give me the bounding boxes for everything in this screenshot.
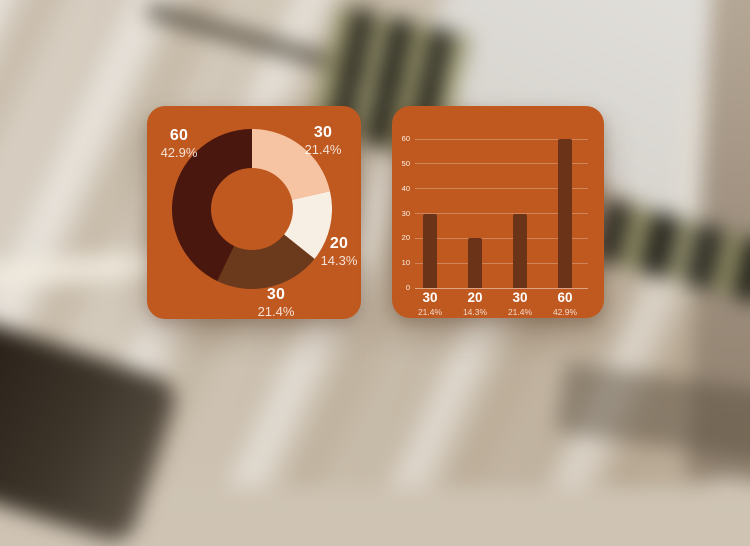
bar-x-label: 20 14.3% [453, 290, 497, 317]
donut-label-value: 30 [313, 124, 333, 141]
donut-chart-card: 60 42.9% 30 21.4% 20 14.3% 30 21.4% [147, 106, 361, 319]
bar-x-label: 30 21.4% [498, 290, 542, 317]
bar-y-tick-label: 0 [405, 283, 410, 292]
bar-gridline [415, 188, 588, 190]
bar-3 [558, 139, 572, 288]
bar-gridline [415, 163, 588, 165]
bar-y-tick-label: 30 [401, 208, 410, 218]
donut-slice-0 [252, 129, 330, 200]
bar-0 [423, 213, 437, 288]
bar-y-tick-label: 10 [401, 258, 410, 268]
donut-label-bottom: 30 21.4% [246, 286, 306, 319]
bar-1 [468, 238, 482, 288]
donut-chart [172, 129, 332, 289]
bar-axis-baseline [415, 287, 588, 289]
donut-label-value: 30 [266, 286, 286, 303]
donut-label-percent: 42.9% [160, 144, 198, 160]
bar-y-axis-labels: 0 10 20 30 40 50 60 [392, 135, 411, 291]
bar-x-label-value: 30 [512, 290, 528, 305]
bar-x-label-value: 30 [422, 290, 438, 305]
bar-chart-card: 0 10 20 30 40 50 60 30 21.4% 20 14.3% 30 21.4% 60 42.… [392, 106, 604, 318]
bar-y-tick-label: 60 [401, 134, 410, 143]
donut-label-percent: 21.4% [304, 141, 342, 157]
bar-gridline [415, 213, 588, 214]
bar-x-label-percent: 21.4% [417, 306, 443, 317]
donut-slice-2 [217, 234, 315, 289]
bar-y-tick-label: 20 [401, 233, 410, 243]
bar-x-axis-labels: 30 21.4% 20 14.3% 30 21.4% 60 42.9% [415, 290, 588, 318]
donut-label-value: 20 [329, 235, 349, 252]
donut-label-percent: 21.4% [257, 303, 295, 319]
bar-gridline [415, 237, 588, 239]
donut-slice-1 [284, 191, 332, 259]
bar-x-label-percent: 14.3% [462, 306, 488, 317]
donut-label-percent: 14.3% [320, 252, 358, 268]
bar-x-label-value: 20 [467, 290, 483, 305]
bar-2 [513, 213, 527, 288]
bar-plot-area [415, 138, 588, 289]
bar-gridline [415, 138, 588, 140]
bar-x-label-percent: 21.4% [507, 306, 533, 317]
bar-x-label: 30 21.4% [408, 290, 452, 317]
donut-label-top-right: 30 21.4% [293, 124, 353, 157]
donut-label-right: 20 14.3% [313, 235, 365, 268]
donut-label-value: 60 [169, 127, 189, 144]
bar-x-label-value: 60 [557, 290, 573, 305]
bar-gridline [415, 262, 588, 264]
bar-y-tick-label: 40 [401, 183, 410, 193]
donut-slice-3 [172, 129, 252, 282]
bar-x-label-percent: 42.9% [552, 306, 578, 317]
bar-y-tick-label: 50 [401, 158, 410, 168]
bar-x-label: 60 42.9% [543, 290, 587, 317]
donut-label-top-left: 60 42.9% [149, 127, 209, 160]
